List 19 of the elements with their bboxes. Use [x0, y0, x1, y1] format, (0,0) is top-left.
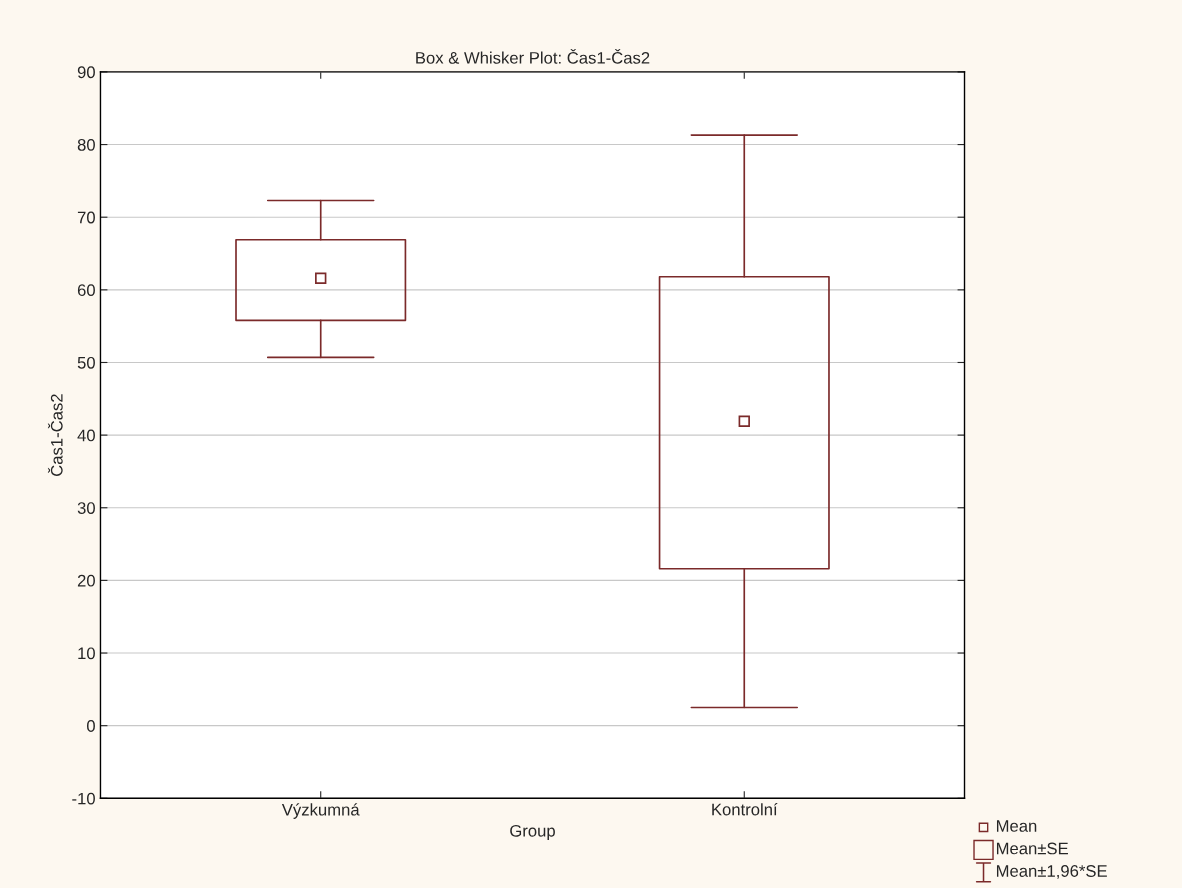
y-tick-label: -10 [72, 792, 95, 805]
y-tick-label: 20 [77, 574, 95, 587]
x-axis-title: Group [510, 824, 555, 840]
y-tick-label: 50 [77, 356, 95, 369]
y-tick-label: 80 [77, 138, 95, 151]
chart-title: Box & Whisker Plot: Čas1-Čas2 [416, 49, 650, 64]
y-axis-title: Čas1-Čas2 [47, 394, 63, 476]
y-tick-label: 70 [77, 211, 95, 224]
y-tick-label: 60 [77, 284, 95, 297]
text: Mean±SE [996, 842, 1068, 855]
x-tick-label: Výzkumná [281, 803, 360, 819]
y-tick-label: 0 [86, 720, 95, 732]
x-tick-label: Kontrolní [712, 802, 778, 816]
y-tick-label: 90 [77, 66, 95, 79]
y-tick-label: 40 [77, 429, 95, 442]
y-tick-label: 10 [78, 647, 95, 660]
text: Mean±1,96*SE [996, 865, 1107, 879]
text: Mean [996, 820, 1037, 832]
y-tick-label: 30 [77, 502, 95, 514]
